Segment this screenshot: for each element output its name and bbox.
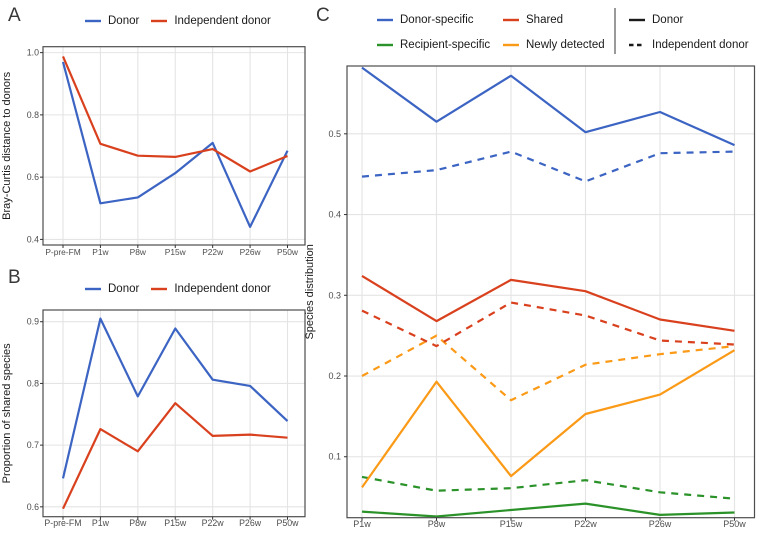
series-line: [61, 61, 289, 228]
legend-item-donor: Donor: [84, 283, 139, 295]
independent-donor-line-key-icon: [151, 19, 168, 23]
series-line: [361, 502, 735, 518]
x-tick-label: P-pre-FM: [44, 518, 81, 528]
donor-line-key-icon: [85, 19, 101, 23]
x-tick-label: P8w: [130, 247, 147, 257]
x-tick-label: P22w: [574, 519, 597, 529]
donor-specific-line-key-icon: [377, 18, 393, 21]
y-tick-label: 0.9: [27, 317, 39, 327]
y-tick-label: 0.8: [27, 110, 39, 120]
panel-c-plot: 0.1 0.2 0.3 0.4 0.5 P1w P8w P15w P22w P26w P50w Spe…: [304, 65, 756, 529]
x-tick-label: P1w: [92, 518, 110, 528]
panel-a-plot: 0.4 0.6 0.8 1.0 P-pre-FM P1w P8w P15w P22w P26w P5…: [1, 46, 306, 257]
legend-label: Independent donor: [652, 38, 749, 51]
x-tick-label: P-pre-FM: [45, 247, 80, 257]
panel-a-label: A: [8, 5, 22, 26]
series-line: [62, 402, 288, 510]
y-tick-label: 0.8: [27, 378, 39, 388]
legend-item-independent-donor: Independent donor: [150, 15, 271, 27]
y-tick-label: 0.4: [27, 234, 39, 244]
y-tick-label: 0.6: [27, 502, 39, 512]
legend-item-linetype-donor: Donor: [628, 7, 749, 32]
series-line: [361, 349, 736, 489]
legend-label: Recipient-specific: [400, 38, 491, 51]
x-tick-label: P1w: [92, 247, 109, 257]
legend-item-linetype-independent-donor: Independent donor: [628, 32, 749, 57]
legend-item-donor-specific: Donor-specific: [376, 7, 490, 32]
series-line: [361, 475, 735, 500]
panel-c-legend-colors-col1: Donor-specific Recipient-specific: [376, 7, 490, 57]
legend-label: Shared: [526, 13, 564, 26]
legend-label: Donor: [652, 13, 684, 26]
x-tick-label: P15w: [164, 518, 187, 528]
recipient-specific-line-key-icon: [377, 43, 393, 46]
y-tick-label: 1.0: [27, 48, 39, 58]
y-tick-label: 0.1: [328, 452, 341, 462]
panel-b-label: B: [8, 267, 22, 288]
x-tick-label: P15w: [500, 519, 523, 529]
panel-border: [42, 309, 306, 518]
series-line: [361, 66, 735, 147]
x-tick-label: P22w: [202, 247, 224, 257]
x-tick-label: P50w: [276, 518, 299, 528]
y-tick-label: 0.6: [27, 172, 39, 182]
x-tick-label: P26w: [649, 519, 672, 529]
panel-c-legend-colors-col2: Shared Newly detected: [502, 7, 605, 57]
legend-label: Donor-specific: [400, 13, 474, 26]
y-axis-title: Proportion of shared species: [1, 343, 13, 484]
x-tick-label: P8w: [129, 518, 147, 528]
series-line: [361, 334, 735, 402]
x-tick-label: P1w: [353, 519, 371, 529]
panel-c-label: C: [316, 5, 331, 26]
donor-line-key-icon: [85, 287, 101, 291]
x-tick-label: P8w: [428, 519, 446, 529]
y-tick-label: 0.5: [328, 129, 341, 139]
y-tick-label: 0.7: [27, 440, 39, 450]
y-tick-label: 0.2: [328, 371, 341, 381]
legend-label: Newly detected: [526, 38, 605, 51]
series-line: [361, 301, 735, 348]
x-tick-label: P26w: [240, 247, 262, 257]
legend-label: Donor: [108, 283, 140, 295]
y-tick-label: 0.3: [328, 290, 341, 300]
panel-a-legend: Donor Independent donor: [84, 12, 271, 30]
legend-label: Independent donor: [174, 283, 271, 295]
shared-line-key-icon: [503, 18, 519, 21]
series-line: [361, 150, 735, 183]
legend-item-donor: Donor: [84, 15, 139, 27]
x-tick-label: P26w: [239, 518, 262, 528]
series-line: [61, 317, 289, 479]
y-axis-title: Bray-Curtis distance to donors: [1, 71, 13, 219]
x-tick-label: P15w: [165, 247, 187, 257]
series-line: [61, 55, 288, 173]
legend-item-recipient-specific: Recipient-specific: [376, 32, 490, 57]
x-tick-label: P50w: [723, 519, 746, 529]
newly-detected-line-key-icon: [503, 43, 519, 46]
y-axis-title: Species distribution: [304, 244, 316, 339]
dashed-line-key-icon: [629, 43, 645, 46]
legend-item-newly-detected: Newly detected: [502, 32, 605, 57]
legend-item-independent-donor: Independent donor: [150, 283, 271, 295]
independent-donor-line-key-icon: [151, 287, 168, 291]
solid-line-key-icon: [629, 18, 645, 21]
panel-b-plot: 0.6 0.7 0.8 0.9 P-pre-FM P1w P8w P15w P22w P26w P5…: [1, 309, 306, 528]
series-line: [361, 274, 735, 332]
panel-border: [42, 46, 306, 246]
x-tick-label: P22w: [202, 518, 225, 528]
legend-label: Independent donor: [174, 15, 271, 27]
panel-b-legend: Donor Independent donor: [84, 280, 271, 298]
legend-label: Donor: [108, 15, 140, 27]
legend-divider: [614, 8, 616, 54]
y-tick-label: 0.4: [328, 210, 341, 220]
x-tick-label: P50w: [277, 247, 299, 257]
panel-c-legend-linetypes: Donor Independent donor: [628, 7, 749, 57]
legend-item-shared: Shared: [502, 7, 605, 32]
panel-border: [346, 65, 756, 519]
